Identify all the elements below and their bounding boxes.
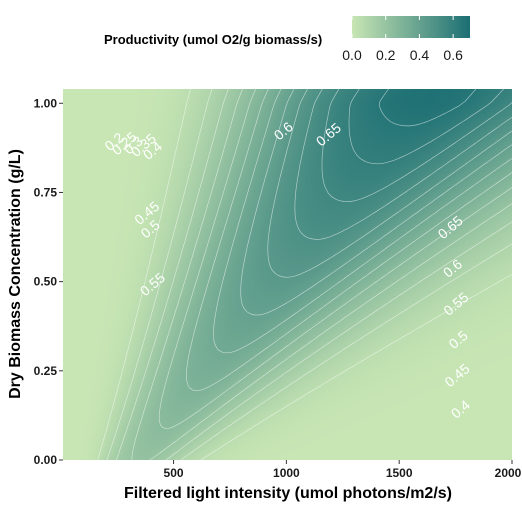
contour-line bbox=[240, 89, 512, 316]
plot-panel: 0.20.250.30.350.40.450.50.550.6 0.650.650… bbox=[63, 89, 512, 460]
x-axis-title: Filtered light intensity (umol photons/m… bbox=[124, 485, 452, 502]
y-tick-label: 0.75 bbox=[34, 185, 58, 199]
contour-line bbox=[186, 89, 512, 392]
y-tick-label: 0.00 bbox=[34, 453, 58, 467]
heatmap-raster bbox=[63, 89, 512, 460]
y-tick-label: 0.25 bbox=[34, 364, 58, 378]
contour-line bbox=[131, 89, 512, 460]
contour-line bbox=[106, 89, 512, 460]
legend-tick-label: 0.0 bbox=[342, 47, 362, 63]
y-axis: 0.00 0.25 0.50 0.75 1.00 bbox=[34, 96, 63, 467]
contour-line bbox=[267, 89, 512, 278]
y-axis-title: Dry Biomass Concentration (g/L) bbox=[7, 149, 24, 399]
y-tick-label: 0.50 bbox=[34, 275, 58, 289]
contour-line bbox=[294, 89, 512, 240]
contour-line bbox=[378, 89, 477, 127]
x-tick-label: 500 bbox=[164, 466, 184, 480]
x-tick-label: 1000 bbox=[273, 466, 300, 480]
contour-line bbox=[158, 89, 512, 429]
x-tick-label: 2000 bbox=[495, 466, 522, 480]
y-tick-label: 1.00 bbox=[34, 96, 58, 110]
contour-line bbox=[97, 89, 512, 460]
contour-line bbox=[348, 89, 504, 165]
legend-tick-label: 0.6 bbox=[443, 47, 463, 63]
legend-tick-label: 0.4 bbox=[410, 47, 430, 63]
x-axis: 500 1000 1500 2000 bbox=[164, 460, 522, 480]
legend-title: Productivity (umol O2/g biomass/s) bbox=[104, 32, 322, 47]
contour-line bbox=[116, 89, 512, 460]
x-tick-label: 1500 bbox=[386, 466, 413, 480]
legend-tick-label: 0.2 bbox=[376, 47, 396, 63]
legend-colorbar bbox=[352, 16, 470, 38]
contour-line bbox=[213, 89, 512, 354]
legend: Productivity (umol O2/g biomass/s) 0.0 0.… bbox=[104, 16, 470, 63]
contour-line bbox=[321, 89, 512, 202]
